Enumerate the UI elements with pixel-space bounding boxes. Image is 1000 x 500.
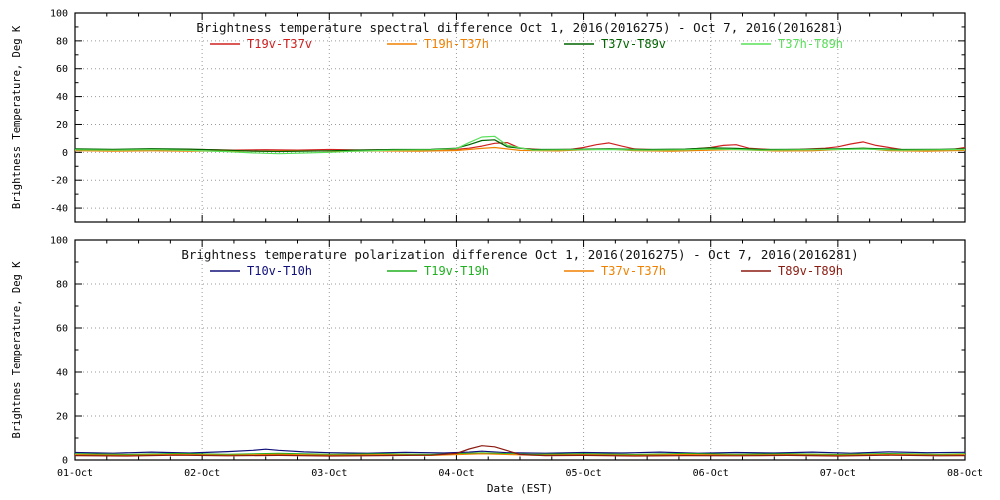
svg-text:02-Oct: 02-Oct bbox=[184, 468, 220, 479]
legend-label-T19v-T19h: T19v-T19h bbox=[424, 264, 489, 278]
svg-text:04-Oct: 04-Oct bbox=[438, 468, 474, 479]
series-line-T89v-T89h bbox=[74, 445, 966, 457]
grid bbox=[75, 13, 965, 222]
legend-label-T37v-T89v: T37v-T89v bbox=[601, 37, 666, 51]
svg-text:60: 60 bbox=[56, 324, 68, 335]
svg-text:100: 100 bbox=[50, 9, 68, 20]
svg-text:08-Oct: 08-Oct bbox=[947, 468, 983, 479]
svg-text:-40: -40 bbox=[50, 204, 68, 215]
svg-text:80: 80 bbox=[56, 280, 68, 291]
legend-label-T37h-T89h: T37h-T89h bbox=[778, 37, 843, 51]
plot-box bbox=[74, 12, 966, 223]
legend-label-T19v-T37v: T19v-T37v bbox=[247, 37, 312, 51]
svg-text:0: 0 bbox=[62, 148, 68, 159]
legend-label-T89v-T89h: T89v-T89h bbox=[778, 264, 843, 278]
svg-text:-20: -20 bbox=[50, 176, 68, 187]
plot-box bbox=[74, 239, 966, 461]
svg-text:06-Oct: 06-Oct bbox=[693, 468, 729, 479]
svg-text:100: 100 bbox=[50, 236, 68, 247]
chart-panel-0: -40 -20 0 20 40 60 80 100 Brightness Temperature… bbox=[11, 9, 966, 223]
svg-text:05-Oct: 05-Oct bbox=[566, 468, 602, 479]
svg-text:01-Oct: 01-Oct bbox=[57, 468, 93, 479]
svg-text:60: 60 bbox=[56, 64, 68, 75]
svg-text:40: 40 bbox=[56, 368, 68, 379]
chart-title: Brightness temperature polarization diff… bbox=[181, 247, 858, 262]
y-axis-label: Brightnes Temperature, Deg K bbox=[11, 261, 23, 439]
svg-text:0: 0 bbox=[62, 456, 68, 467]
legend: T10v-T10h T19v-T19h T37v-T37h T89v-T89h bbox=[210, 264, 843, 278]
svg-text:03-Oct: 03-Oct bbox=[311, 468, 347, 479]
svg-text:80: 80 bbox=[56, 36, 68, 47]
series-line-T10v-T10h bbox=[74, 448, 966, 454]
grid bbox=[75, 240, 965, 460]
svg-text:20: 20 bbox=[56, 120, 68, 131]
y-axis-label: Brightness Temperature, Deg K bbox=[11, 25, 23, 209]
series-line-T19v-T37v bbox=[74, 141, 966, 151]
y-tick-labels: -40 -20 0 20 40 60 80 100 bbox=[50, 9, 68, 215]
legend-label-T37v-T37h: T37v-T37h bbox=[601, 264, 666, 278]
series-line-T37h-T89h bbox=[74, 135, 966, 155]
chart-panel-1: 0 20 40 60 80 100 01-Oct 02-Oct 03-Oct 04-Oct 05-O… bbox=[11, 236, 983, 496]
svg-text:07-Oct: 07-Oct bbox=[820, 468, 856, 479]
x-axis-label: Date (EST) bbox=[487, 482, 553, 495]
svg-text:20: 20 bbox=[56, 412, 68, 423]
legend: T19v-T37v T19h-T37h T37v-T89v T37h-T89h bbox=[210, 37, 843, 51]
y-tick-labels: 0 20 40 60 80 100 bbox=[50, 236, 68, 467]
svg-text:40: 40 bbox=[56, 92, 68, 103]
chart-title: Brightness temperature spectral differen… bbox=[196, 20, 843, 35]
legend-label-T10v-T10h: T10v-T10h bbox=[247, 264, 312, 278]
x-tick-labels: 01-Oct 02-Oct 03-Oct 04-Oct 05-Oct 06-Oct 07-O… bbox=[57, 468, 983, 479]
legend-label-T19h-T37h: T19h-T37h bbox=[424, 37, 489, 51]
series-line-T19v-T19h bbox=[74, 452, 966, 456]
